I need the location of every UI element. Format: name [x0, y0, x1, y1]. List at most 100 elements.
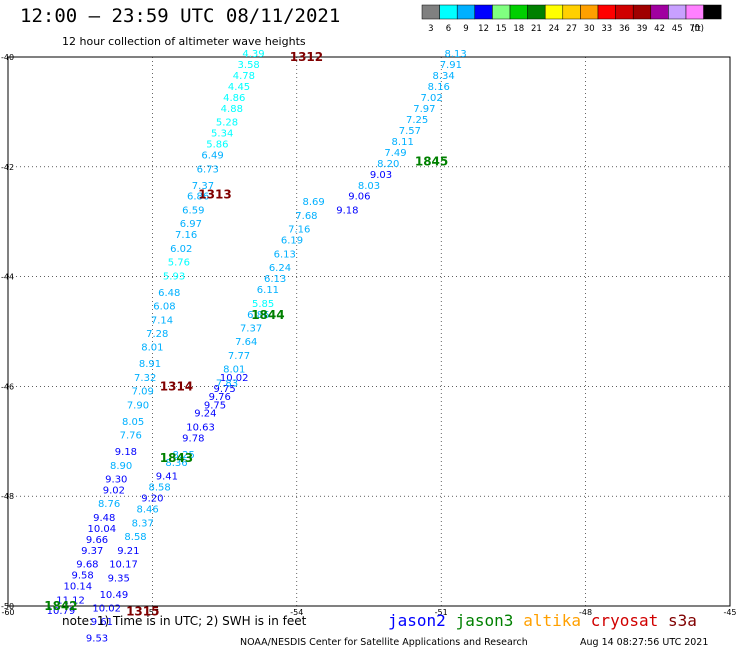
wave-height-value: 10.02 — [92, 603, 121, 614]
wave-height-value: 7.28 — [146, 329, 168, 340]
legend-swatch — [544, 4, 564, 20]
wave-height-value: 7.83 — [216, 378, 238, 389]
footer-note: note: 1) Time is in UTC; 2) SWH is in fe… — [62, 614, 307, 628]
wave-height-value: 8.58 — [148, 483, 170, 494]
wave-height-value: 4.45 — [228, 82, 250, 93]
wave-height-value: 7.16 — [288, 225, 310, 236]
legend-label: 39 — [637, 24, 648, 34]
wave-height-value: 6.13 — [264, 274, 286, 285]
lon-tick-label: -60 — [1, 608, 14, 617]
page-title: 12:00 – 23:59 UTC 08/11/2021 — [20, 5, 340, 27]
mission-label: s3a — [668, 611, 697, 630]
wave-height-value: 7.77 — [228, 351, 250, 362]
wave-height-value: 7.91 — [440, 60, 462, 71]
pass-label: 1845 — [415, 154, 448, 168]
wave-height-value: 7.97 — [413, 104, 435, 115]
wave-height-value: 9.02 — [103, 485, 125, 496]
wave-height-value: 8.90 — [110, 461, 132, 472]
lat-tick-label: -42 — [1, 163, 14, 172]
wave-height-value: 5.34 — [211, 129, 233, 140]
wave-height-value: 8.20 — [377, 159, 399, 170]
legend-swatch — [509, 4, 528, 20]
wave-height-value: 6.86 — [187, 192, 209, 203]
lat-tick-label: -40 — [1, 53, 14, 62]
wave-height-value: 9.41 — [156, 472, 178, 483]
lon-tick-label: -48 — [579, 608, 592, 617]
wave-height-value: 7.14 — [151, 315, 173, 326]
wave-height-value: 9.24 — [194, 409, 216, 420]
wave-height-value: 8.36 — [165, 458, 187, 469]
legend-label: 12 — [478, 24, 489, 34]
wave-height-value: 7.64 — [235, 337, 257, 348]
pass-label: 1843 — [160, 451, 193, 465]
legend-swatch — [703, 4, 722, 20]
wave-height-value: 8.16 — [428, 82, 450, 93]
wave-height-value: 6.19 — [281, 236, 303, 247]
page-subtitle: 12 hour collection of altimeter wave hei… — [62, 35, 306, 48]
wave-height-value: 7.37 — [192, 181, 214, 192]
wave-height-value: 8.76 — [98, 499, 120, 510]
pass-label: 1842 — [44, 599, 77, 613]
wave-height-value: 9.03 — [370, 170, 392, 181]
legend-label: 21 — [531, 24, 542, 34]
wave-height-value: 7.90 — [127, 400, 149, 411]
legend-swatch — [562, 4, 581, 20]
wave-height-value: 9.75 — [204, 400, 226, 411]
wave-height-value: 4.39 — [242, 49, 264, 60]
wave-height-value: 6.24 — [269, 263, 291, 274]
legend-swatch — [439, 4, 458, 20]
wave-height-value: 7.76 — [120, 431, 142, 442]
wave-height-value: 4.86 — [223, 93, 245, 104]
legend-swatch — [421, 4, 440, 20]
wave-height-value: 9.58 — [71, 571, 93, 582]
wave-height-value: 10.02 — [220, 373, 249, 384]
legend-swatch — [492, 4, 511, 20]
wave-height-value: 8.69 — [303, 197, 325, 208]
legend-label: 18 — [513, 24, 524, 34]
pass-label: 1314 — [160, 379, 193, 393]
legend-swatch — [456, 4, 476, 20]
legend-label: 42 — [654, 24, 665, 34]
wave-height-value: 8.11 — [392, 137, 414, 148]
wave-height-value: 10.49 — [100, 590, 129, 601]
lat-tick-label: -46 — [1, 382, 14, 391]
legend-label: 36 — [619, 24, 630, 34]
wave-height-value: 9.06 — [348, 192, 370, 203]
wave-height-value: 8.13 — [445, 49, 467, 60]
wave-height-value: 6.73 — [197, 164, 219, 175]
lon-tick-label: -57 — [146, 608, 159, 617]
wave-height-value: 9.20 — [141, 494, 163, 505]
lon-tick-label: -54 — [290, 608, 303, 617]
legend-swatch — [685, 4, 704, 20]
lat-tick-label: -50 — [1, 602, 14, 611]
footer-credit: NOAA/NESDIS Center for Satellite Applica… — [240, 637, 528, 648]
legend-swatch — [615, 4, 634, 20]
wave-height-value: 6.48 — [158, 288, 180, 299]
wave-height-value: 8.03 — [358, 181, 380, 192]
wave-height-value: 6.11 — [257, 285, 279, 296]
legend-label: 27 — [566, 24, 577, 34]
wave-height-value: 7.68 — [295, 211, 317, 222]
wave-height-value: 4.78 — [233, 71, 255, 82]
legend-swatch — [597, 4, 616, 20]
wave-height-value: 10.79 — [47, 606, 76, 617]
wave-height-value: 5.93 — [163, 271, 185, 282]
wave-height-value: 9.18 — [336, 205, 358, 216]
wave-height-value: 7.09 — [132, 387, 154, 398]
wave-height-value: 6.13 — [274, 249, 296, 260]
wave-height-value: 7.49 — [384, 148, 406, 159]
wave-height-value: 8.58 — [124, 532, 146, 543]
wave-height-value: 8.05 — [122, 417, 144, 428]
map-grid — [7, 56, 731, 607]
wave-height-points: 4.393.584.784.454.864.88 5.285.345.866.49… — [47, 49, 467, 645]
wave-height-value: 5.28 — [216, 118, 238, 129]
wave-height-value: 3.58 — [238, 60, 260, 71]
wave-height-value: 8.37 — [132, 518, 154, 529]
wave-height-value: 8.01 — [141, 343, 163, 354]
wave-height-value: 5.76 — [168, 258, 190, 269]
wave-height-value: 10.63 — [186, 422, 215, 433]
mission-legend: jason2 jason3 altika cryosat s3a — [388, 611, 697, 630]
wave-height-value: 6.97 — [180, 219, 202, 230]
lat-tick-label: -44 — [1, 273, 14, 282]
